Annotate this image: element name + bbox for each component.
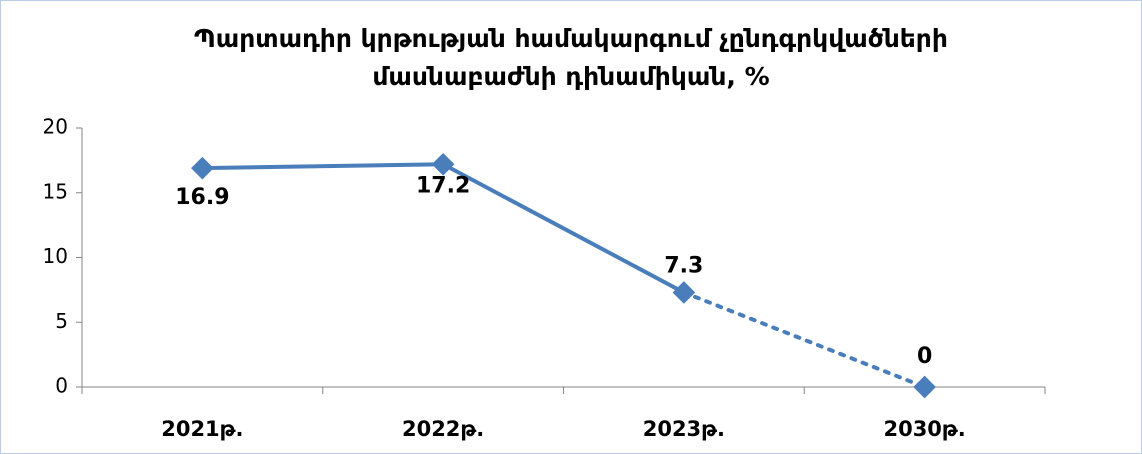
x-tick-label: 2030թ. <box>883 417 965 441</box>
data-label: 7.3 <box>664 253 703 278</box>
x-tick-label: 2021թ. <box>161 417 243 441</box>
data-label: 0 <box>917 344 932 369</box>
y-tick-label: 15 <box>43 179 68 203</box>
y-tick-label: 10 <box>43 244 68 268</box>
data-label: 16.9 <box>175 185 229 210</box>
marker <box>672 281 696 304</box>
chart-title: մասնաբաժնի դինամիկան, % <box>372 62 769 91</box>
y-tick-label: 20 <box>43 115 68 139</box>
y-tick-label: 0 <box>55 374 68 398</box>
x-tick-label: 2023թ. <box>643 417 725 441</box>
y-tick-label: 5 <box>55 309 68 333</box>
chart-title: Պարտադիր կրթության համակարգում չընդգրկվա… <box>194 24 948 53</box>
marker <box>913 375 936 399</box>
series-line-projection <box>681 290 927 389</box>
data-label: 17.2 <box>416 173 470 198</box>
x-tick-label: 2022թ. <box>402 417 484 441</box>
